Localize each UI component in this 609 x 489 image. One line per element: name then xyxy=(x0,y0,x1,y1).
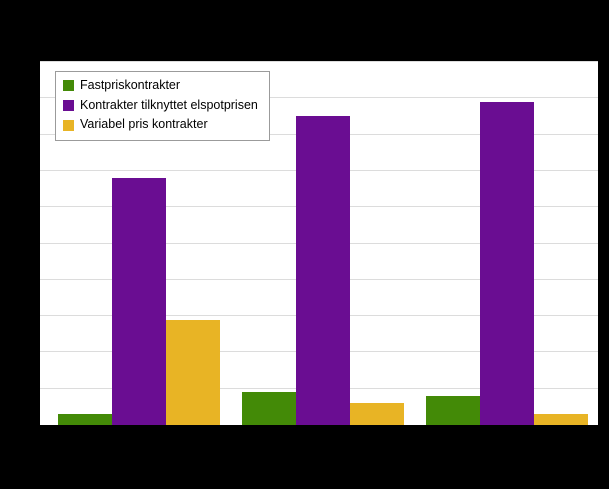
legend-swatch-green xyxy=(63,80,74,92)
legend-item-variabel: Variabel pris kontrakter xyxy=(63,117,258,133)
bar-group xyxy=(58,62,220,425)
legend-label: Kontrakter tilknyttet elspotprisen xyxy=(80,97,258,112)
bar-groups xyxy=(40,62,598,425)
bar-variabel-pris-kontrakter xyxy=(534,414,588,425)
legend-label: Variabel pris kontrakter xyxy=(80,117,208,132)
bar-fastpriskontrakter xyxy=(242,392,296,425)
bar-variabel-pris-kontrakter xyxy=(166,319,220,425)
bar-kontrakter-tilknyttet-elspotprisen xyxy=(112,178,166,425)
legend-item-elspot: Kontrakter tilknyttet elspotprisen xyxy=(63,98,258,114)
plot-area: Fastpriskontrakter Kontrakter tilknyttet… xyxy=(40,61,598,425)
legend-item-fastpriskontrakter: Fastpriskontrakter xyxy=(63,78,258,94)
bar-kontrakter-tilknyttet-elspotprisen xyxy=(480,101,534,425)
legend-swatch-yellow xyxy=(63,119,74,131)
bar-fastpriskontrakter xyxy=(426,395,480,425)
bar-group xyxy=(426,62,588,425)
gridline xyxy=(40,61,598,62)
legend-label: Fastpriskontrakter xyxy=(80,78,181,92)
bar-group xyxy=(242,62,404,425)
bar-kontrakter-tilknyttet-elspotprisen xyxy=(296,116,350,425)
gridline xyxy=(40,97,598,99)
bar-fastpriskontrakter xyxy=(58,414,112,425)
legend: Fastpriskontrakter Kontrakter tilknyttet… xyxy=(55,71,270,141)
bar-variabel-pris-kontrakter xyxy=(350,403,404,425)
legend-swatch-purple xyxy=(63,99,74,111)
